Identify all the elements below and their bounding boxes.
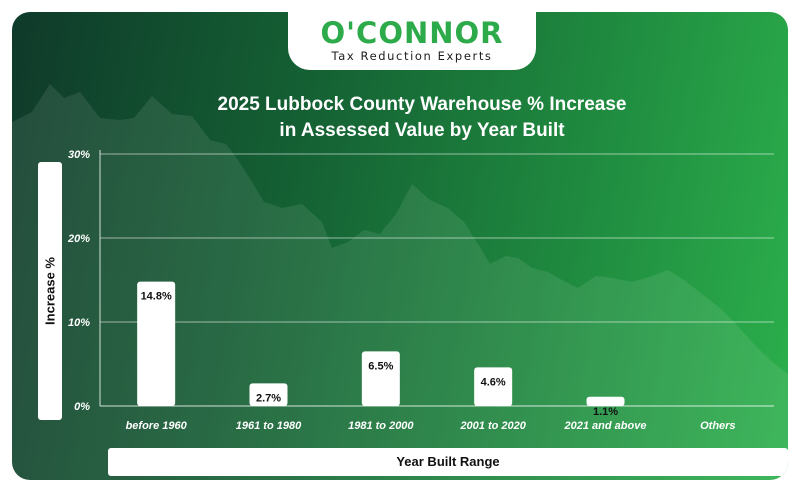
grid-layer [100,153,774,407]
y-axis-label-box: Increase % [38,162,62,420]
bar [137,281,176,406]
bar [474,367,513,406]
y-tick-label: 0% [74,401,90,413]
bar-data-label: 6.5% [368,360,393,372]
bar-layer: 14.8% 2.7% 6.5% 4.6% 1.1% [137,281,625,418]
x-tick-label: Others [700,420,735,432]
axis-layer: 0% 10% 20% 30% before 1960 1961 to 1980 1981 t… [67,149,736,432]
bar-chart: 0% 10% 20% 30% before 1960 1961 to 1980 1981 t… [12,84,788,480]
x-tick-label: before 1960 [126,420,188,432]
bar-data-label: 14.8% [141,291,172,303]
x-tick-label: 2021 and above [564,420,647,432]
y-tick-label: 10% [68,317,90,329]
x-tick-label: 1961 to 1980 [236,420,302,432]
brand-logo: O'CONNOR [320,16,504,50]
bar [249,383,288,406]
chart-card: 0% 10% 20% 30% before 1960 1961 to 1980 1981 t… [12,12,788,480]
bar-data-label: 1.1% [593,406,618,418]
chart-title-line-1: 2025 Lubbock County Warehouse % Increase [217,94,627,115]
bar [586,396,625,406]
x-tick-label: 1981 to 2000 [348,420,414,432]
bar [361,351,400,406]
logo-tab: O'CONNOR Tax Reduction Experts [288,12,536,70]
chart-title: 2025 Lubbock County Warehouse % Increase… [112,92,732,144]
brand-tagline: Tax Reduction Experts [331,49,493,63]
y-axis-label: Increase % [42,257,58,325]
x-axis-label-box: Year Built Range [108,448,788,476]
y-tick-label: 20% [67,233,90,245]
x-axis-label: Year Built Range [396,454,500,469]
chart-title-line-2: in Assessed Value by Year Built [279,120,565,141]
background-silhouette [12,84,788,480]
y-tick-label: 30% [68,149,90,161]
x-tick-label: 2001 to 2020 [459,420,526,432]
bar-data-label: 4.6% [481,376,506,388]
bar-data-label: 2.7% [256,392,281,404]
